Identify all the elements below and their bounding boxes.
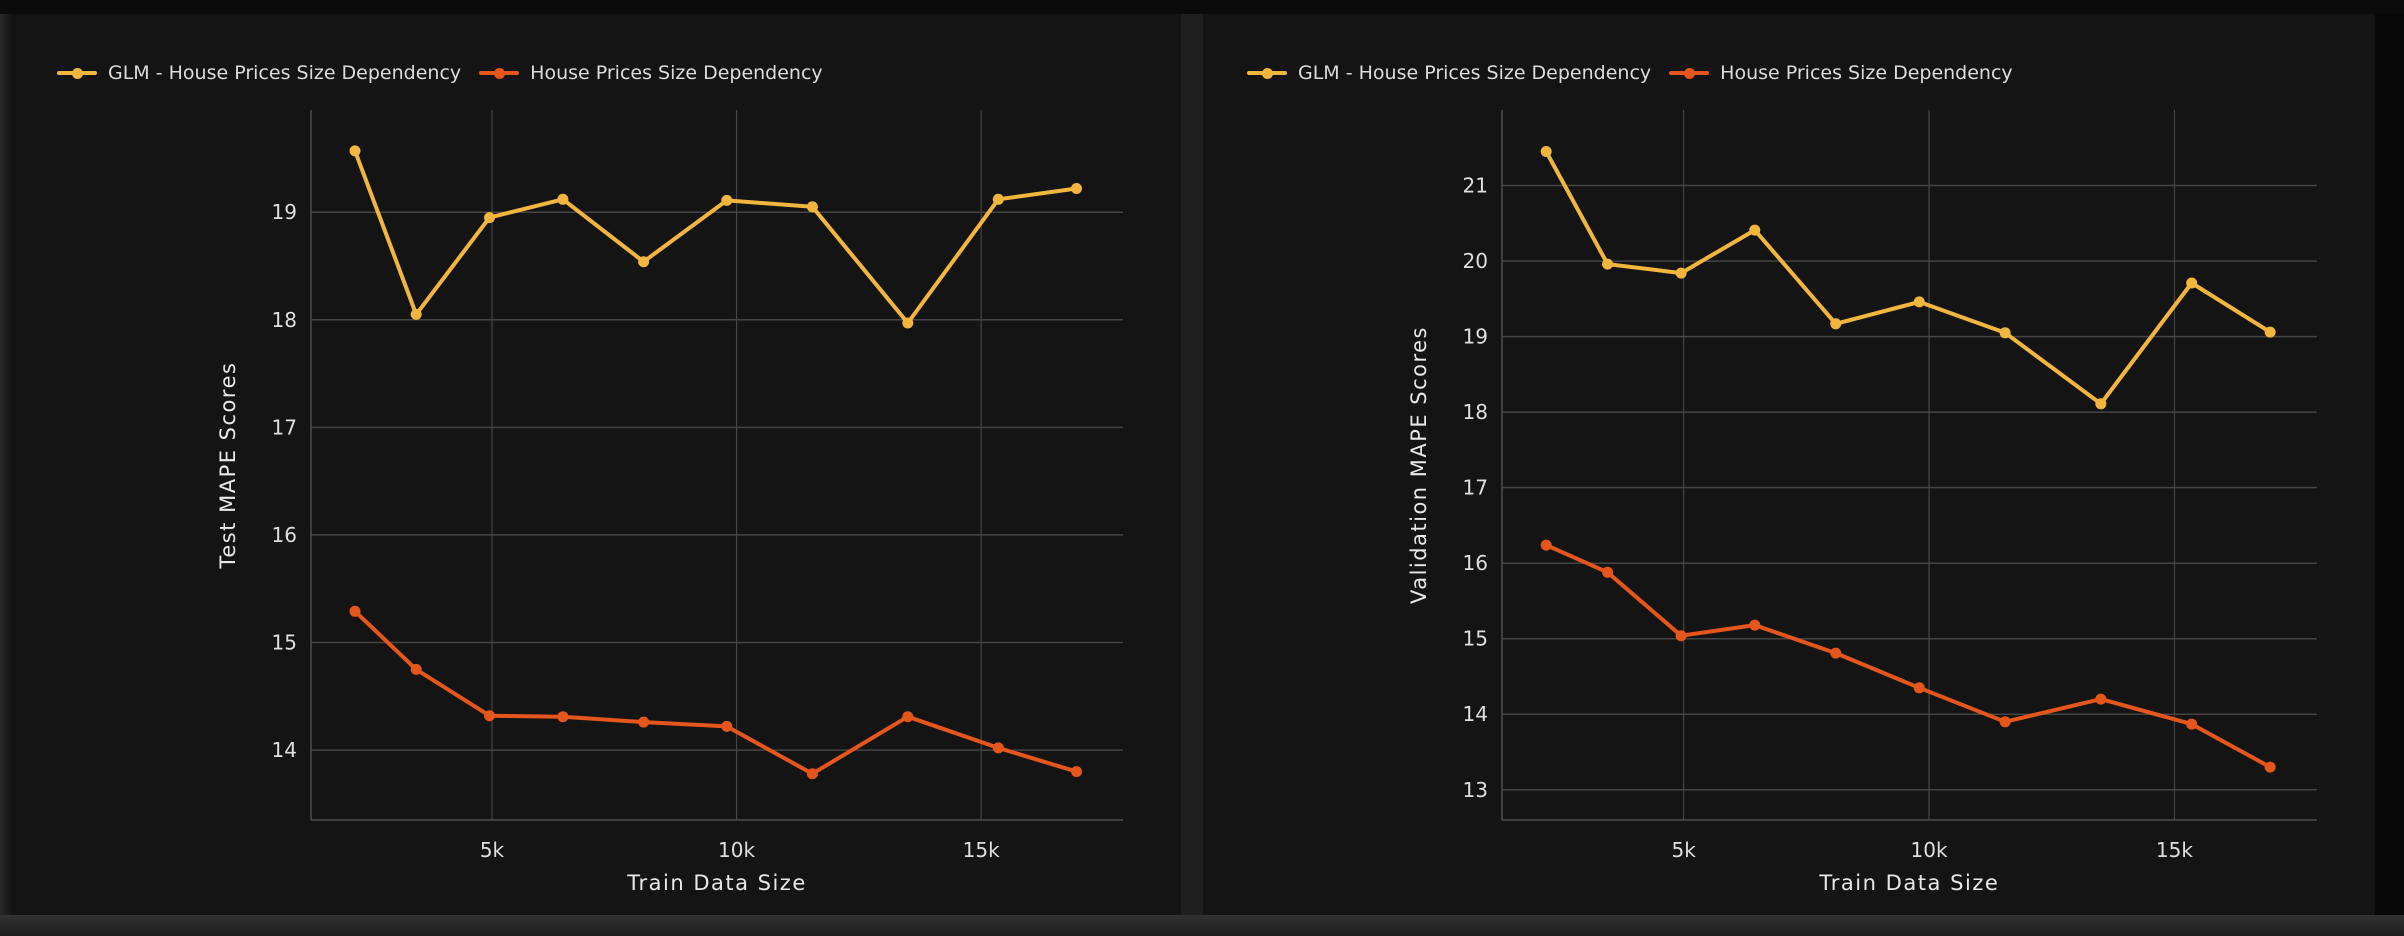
line-dot-marker-icon	[1247, 67, 1287, 79]
legend-item-glm-series[interactable]: GLM - House Prices Size Dependency	[1247, 62, 1651, 84]
y-tick-label: 19	[1462, 325, 1488, 349]
data-point[interactable]	[2095, 693, 2107, 705]
data-point[interactable]	[2264, 326, 2276, 338]
data-point[interactable]	[557, 193, 569, 205]
validation-mape-line-chart: 13 14 15 16 17 18 19 20 21 5k 10k 15k Train Data Siz…	[1406, 110, 2317, 895]
data-point[interactable]	[484, 212, 495, 224]
legend-item-glm-series[interactable]: GLM - House Prices Size Dependency	[57, 62, 461, 84]
line-dot-marker-icon	[479, 67, 520, 79]
data-point[interactable]	[992, 742, 1004, 754]
y-tick-label: 18	[272, 308, 297, 332]
marker-dot	[494, 68, 506, 79]
data-point[interactable]	[2264, 761, 2276, 773]
x-axis-title: Train Data Size	[1818, 870, 1999, 895]
data-point[interactable]	[2095, 398, 2107, 410]
y-tick-label: 13	[1462, 778, 1488, 802]
data-point[interactable]	[2186, 718, 2198, 730]
data-point[interactable]	[1602, 258, 1614, 270]
data-point[interactable]	[902, 317, 914, 329]
y-tick-label: 21	[1462, 174, 1488, 198]
data-point[interactable]	[349, 605, 361, 617]
x-tick-label: 10k	[1910, 838, 1948, 862]
data-point[interactable]	[721, 194, 733, 206]
line-dot-marker-icon	[57, 67, 97, 79]
data-point[interactable]	[484, 710, 495, 722]
data-point[interactable]	[1913, 296, 1925, 308]
data-point[interactable]	[1071, 766, 1082, 778]
legend: GLM - House Prices Size Dependency House…	[57, 62, 823, 84]
y-tick-label: 20	[1462, 249, 1488, 273]
marker-dot	[72, 68, 83, 79]
x-tick-label: 5k	[1671, 838, 1696, 862]
y-tick-label: 18	[1462, 400, 1488, 424]
x-axis-title: Train Data Size	[626, 871, 807, 895]
data-point[interactable]	[902, 711, 914, 723]
series-line-0	[1544, 149, 2273, 406]
line-dot-marker-icon	[1669, 67, 1710, 79]
data-point[interactable]	[410, 308, 422, 320]
data-point[interactable]	[557, 711, 569, 723]
data-point[interactable]	[1830, 647, 1842, 659]
data-point[interactable]	[1602, 566, 1614, 578]
data-point[interactable]	[1749, 224, 1761, 236]
data-point[interactable]	[721, 720, 733, 732]
data-point[interactable]	[1999, 327, 2011, 339]
window-right-edge	[2375, 14, 2404, 915]
y-axis-title: Test MAPE Scores	[216, 362, 240, 570]
data-point[interactable]	[1540, 146, 1552, 157]
data-point[interactable]	[1675, 630, 1687, 642]
data-point[interactable]	[1999, 716, 2011, 728]
test-mape-line-chart: 14 15 16 17 18 19 5k 10k 15k Train Data Size Test …	[216, 110, 1123, 895]
legend-item-house-prices-series[interactable]: House Prices Size Dependency	[479, 62, 823, 84]
x-tick-label: 5k	[480, 838, 505, 862]
y-tick-label: 16	[1462, 551, 1488, 575]
data-point[interactable]	[992, 193, 1004, 205]
legend: GLM - House Prices Size Dependency House…	[1247, 62, 2013, 84]
data-point[interactable]	[806, 768, 818, 780]
validation-mape-chart-panel: GLM - House Prices Size Dependency House…	[1203, 14, 2375, 915]
y-tick-label: 14	[1462, 702, 1488, 726]
legend-label: GLM - House Prices Size Dependency	[1298, 62, 1652, 84]
y-tick-label: 14	[272, 738, 297, 762]
y-tick-label: 17	[1462, 476, 1488, 500]
data-point[interactable]	[1749, 619, 1761, 631]
data-point[interactable]	[1675, 267, 1687, 279]
series-line-1	[1544, 543, 2273, 770]
x-tick-label: 10k	[718, 838, 755, 862]
series-line-1	[353, 609, 1079, 776]
y-tick-label: 15	[1462, 627, 1488, 651]
x-tick-label: 15k	[963, 838, 1000, 862]
y-tick-label: 16	[272, 523, 297, 547]
window-left-edge	[0, 14, 13, 915]
data-point[interactable]	[410, 663, 422, 675]
data-point[interactable]	[1540, 539, 1552, 551]
data-point[interactable]	[638, 716, 650, 728]
data-point[interactable]	[806, 201, 818, 213]
data-point[interactable]	[1071, 183, 1082, 194]
data-point[interactable]	[1913, 682, 1925, 694]
marker-dot	[1684, 68, 1696, 79]
legend-label: GLM - House Prices Size Dependency	[108, 62, 462, 84]
y-tick-label: 19	[272, 200, 297, 224]
x-tick-label: 15k	[2156, 838, 2194, 862]
data-point[interactable]	[638, 256, 650, 268]
data-point[interactable]	[1830, 318, 1842, 330]
y-tick-label: 15	[272, 631, 297, 655]
test-mape-chart-panel: GLM - House Prices Size Dependency House…	[13, 14, 1181, 915]
horizontal-scrollbar[interactable]	[0, 915, 2404, 936]
y-tick-label: 17	[272, 415, 297, 439]
legend-label: House Prices Size Dependency	[530, 62, 823, 84]
window-top-edge	[0, 0, 2404, 14]
series-line-0	[353, 148, 1079, 325]
marker-dot	[1262, 68, 1273, 79]
y-axis-title: Validation MAPE Scores	[1406, 326, 1431, 604]
data-point[interactable]	[349, 145, 361, 157]
data-point[interactable]	[2186, 277, 2198, 289]
legend-label: House Prices Size Dependency	[1720, 62, 2013, 84]
legend-item-house-prices-series[interactable]: House Prices Size Dependency	[1669, 62, 2013, 84]
